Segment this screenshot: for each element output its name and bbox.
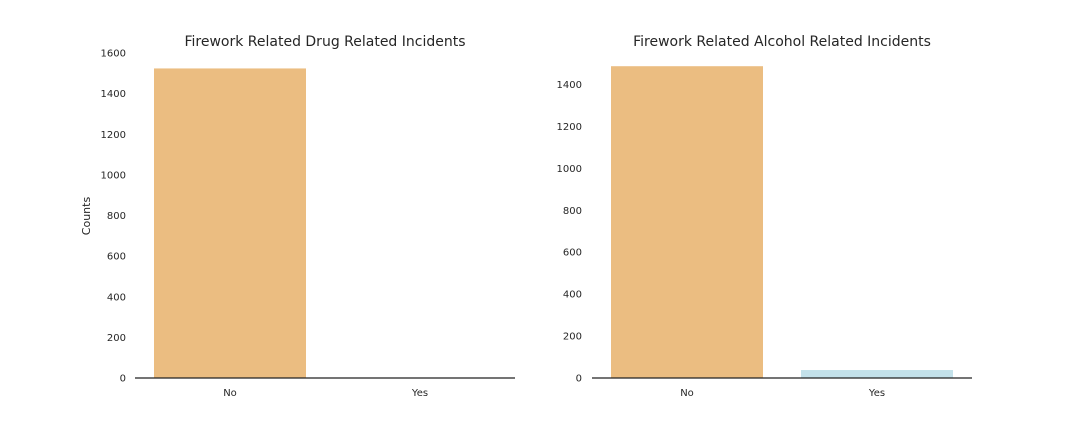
y-tick-label: 400 — [563, 290, 582, 301]
y-tick-label: 600 — [107, 252, 126, 263]
y-tick-labels: 0 200 400 600 800 1000 1200 1400 1600 — [101, 49, 126, 385]
y-tick-label: 1200 — [101, 130, 126, 141]
x-tick-label: Yes — [411, 388, 428, 399]
y-tick-label: 0 — [120, 374, 126, 385]
y-tick-label: 800 — [107, 211, 126, 222]
x-tick-label: No — [223, 388, 237, 399]
alcohol-incidents-chart: Firework Related Alcohol Related Inciden… — [557, 34, 972, 399]
bar-yes — [801, 370, 953, 378]
y-axis-label: Counts — [80, 197, 93, 236]
y-tick-label: 200 — [563, 332, 582, 343]
y-tick-label: 200 — [107, 333, 126, 344]
x-tick-labels: No Yes — [680, 388, 885, 399]
y-tick-label: 1600 — [101, 49, 126, 60]
y-tick-label: 800 — [563, 206, 582, 217]
x-tick-labels: No Yes — [223, 388, 428, 399]
y-tick-label: 1400 — [101, 89, 126, 100]
bar-no — [611, 66, 763, 378]
bar-no — [154, 68, 306, 378]
y-tick-label: 1400 — [557, 80, 582, 91]
drug-incidents-chart: Firework Related Drug Related Incidents … — [80, 34, 515, 399]
y-tick-label: 400 — [107, 292, 126, 303]
y-tick-labels: 0 200 400 600 800 1000 1200 1400 — [557, 80, 582, 385]
y-tick-label: 600 — [563, 248, 582, 259]
x-tick-label: No — [680, 388, 694, 399]
y-tick-label: 0 — [576, 374, 582, 385]
y-tick-label: 1000 — [101, 170, 126, 181]
chart-title: Firework Related Alcohol Related Inciden… — [633, 34, 931, 50]
chart-title: Firework Related Drug Related Incidents — [184, 34, 465, 50]
x-tick-label: Yes — [868, 388, 885, 399]
y-tick-label: 1200 — [557, 122, 582, 133]
y-tick-label: 1000 — [557, 164, 582, 175]
bar-marks — [154, 68, 496, 378]
bar-marks — [611, 66, 953, 378]
